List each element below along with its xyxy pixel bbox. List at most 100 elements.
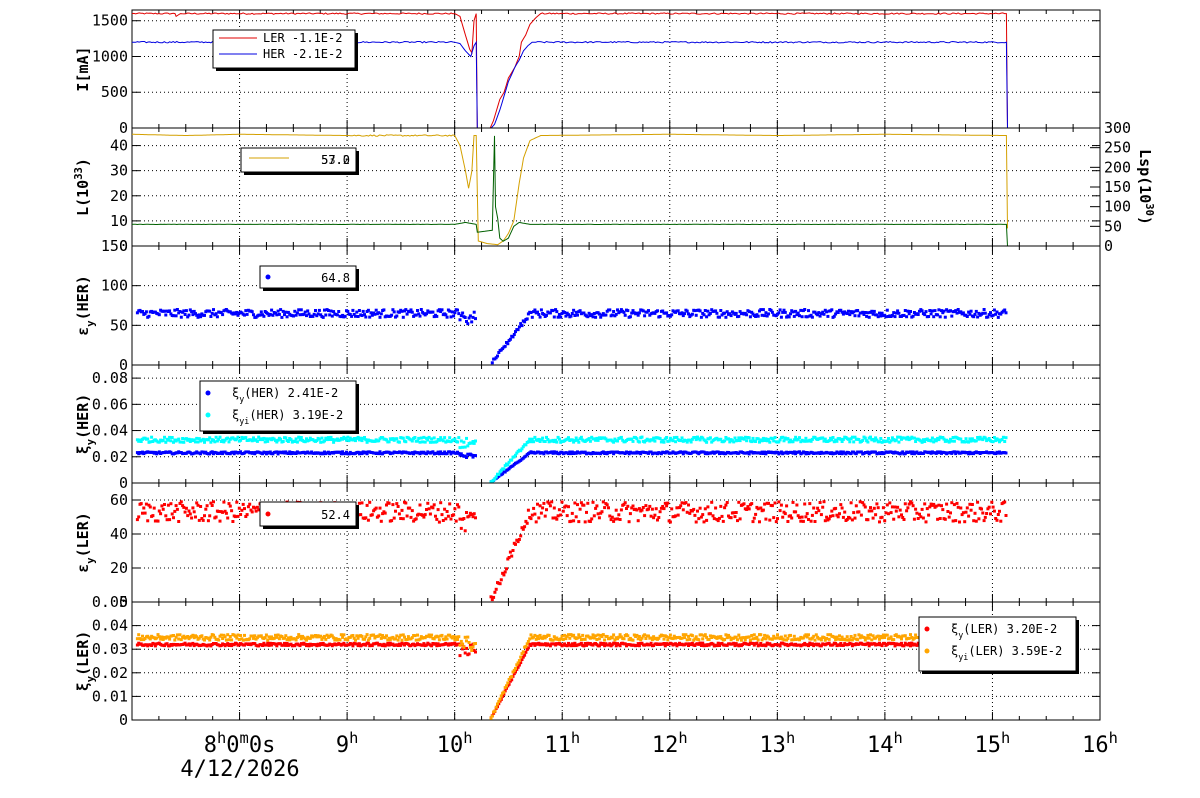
y-tick-label: 30 [110, 162, 128, 180]
data-point [461, 642, 465, 646]
data-point [758, 520, 761, 524]
data-point [1004, 436, 1008, 440]
data-point [354, 439, 357, 443]
data-point [520, 526, 524, 530]
data-point [268, 641, 272, 645]
data-point [920, 507, 924, 511]
data-point [346, 638, 350, 642]
data-point [275, 644, 279, 648]
data-point [653, 311, 657, 315]
data-point [910, 636, 914, 639]
data-point [807, 633, 810, 637]
data-point [555, 440, 559, 444]
data-point [361, 309, 365, 313]
data-point [517, 663, 521, 667]
legend-value-b: 53.2 [321, 153, 350, 167]
data-point [779, 450, 783, 454]
data-point [452, 314, 456, 318]
data-point [187, 509, 191, 513]
data-point [144, 502, 148, 506]
data-point [887, 437, 890, 440]
data-point [701, 436, 705, 440]
data-point [356, 644, 360, 648]
data-point [416, 633, 419, 637]
data-point [764, 637, 768, 641]
legend-entry: ξy(HER) 2.41E-2 [232, 386, 338, 404]
data-point [869, 506, 872, 510]
y-tick-label: 1500 [92, 12, 128, 30]
data-point [685, 638, 689, 642]
data-point [798, 436, 801, 440]
y-tick-label: 0 [119, 593, 128, 611]
data-point [517, 325, 521, 329]
data-point [444, 313, 448, 317]
data-point [978, 435, 982, 439]
data-point [983, 311, 987, 315]
data-point [489, 716, 493, 720]
data-point [840, 452, 844, 456]
data-point [526, 640, 530, 643]
data-point [413, 436, 417, 439]
data-point [226, 516, 230, 520]
series-points-2 [135, 435, 1008, 484]
data-point [286, 452, 290, 455]
data-point [881, 633, 885, 637]
data-point [747, 310, 751, 314]
data-point [537, 637, 541, 641]
data-point [849, 501, 853, 505]
data-point [323, 450, 326, 454]
data-point [248, 502, 252, 506]
data-point [671, 439, 675, 443]
data-point [667, 439, 671, 443]
data-point [999, 519, 1003, 523]
data-point [696, 435, 699, 439]
data-point [992, 436, 996, 439]
data-point [239, 513, 243, 516]
data-point [688, 637, 692, 641]
data-point [705, 635, 709, 639]
data-point [862, 636, 866, 639]
data-point [670, 507, 674, 511]
data-point [209, 635, 213, 639]
data-point [736, 638, 739, 642]
data-point [764, 644, 768, 648]
data-point [674, 514, 678, 518]
data-point [514, 542, 517, 546]
data-point [342, 641, 346, 645]
data-point [1004, 451, 1008, 455]
data-point [969, 439, 973, 443]
data-point [275, 313, 279, 317]
data-point [462, 645, 466, 649]
data-point [370, 644, 374, 648]
data-point [710, 500, 714, 504]
data-point [448, 309, 452, 313]
data-point [637, 311, 641, 315]
data-point [564, 637, 568, 641]
data-point [565, 634, 569, 638]
data-point [756, 638, 760, 642]
data-point [387, 501, 391, 505]
data-point [858, 500, 862, 504]
data-point [330, 314, 334, 318]
data-point [866, 450, 870, 454]
data-point [416, 309, 419, 312]
data-point [183, 641, 187, 645]
data-point [489, 595, 493, 599]
data-point [507, 460, 511, 464]
data-point [617, 635, 621, 639]
x-tick-label: 11h [544, 729, 580, 758]
data-point [798, 450, 801, 454]
data-point [570, 438, 574, 442]
data-point [613, 437, 617, 441]
data-point [733, 436, 737, 440]
data-point [755, 641, 759, 645]
legend-value: 64.8 [321, 271, 350, 285]
data-point [350, 642, 354, 646]
data-point [431, 440, 435, 444]
data-point [678, 506, 681, 510]
data-point [244, 515, 248, 518]
data-point [280, 315, 284, 319]
data-point [519, 322, 523, 326]
data-point [277, 312, 281, 316]
data-point [403, 635, 406, 639]
